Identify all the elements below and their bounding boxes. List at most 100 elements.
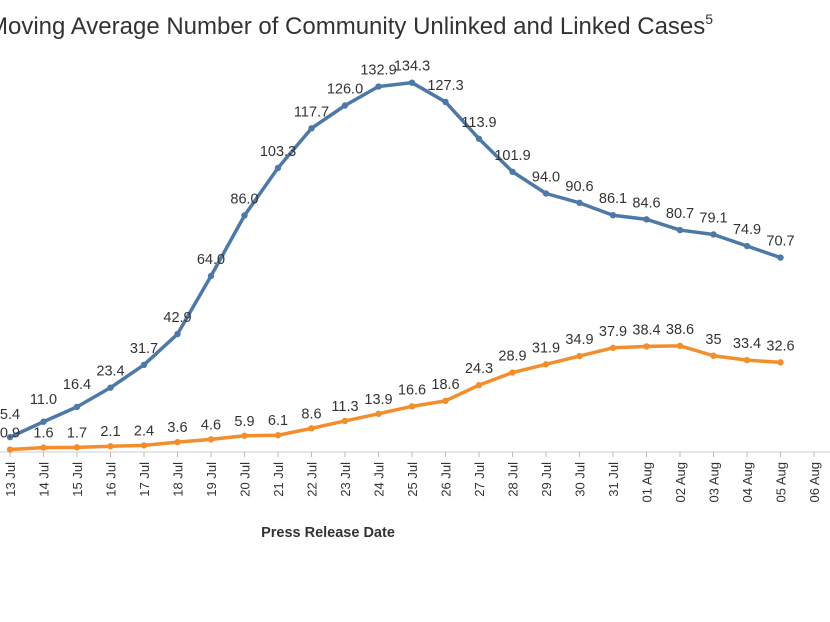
x-tick-label: 20 Jul [238,462,253,497]
x-tick-label: 14 Jul [37,462,52,497]
data-point [241,432,248,439]
data-point [710,231,717,238]
x-tick-label: 26 Jul [439,462,454,497]
data-label: 11.0 [30,392,57,408]
x-tick-label: 06 Aug [807,462,822,503]
data-point [40,418,47,425]
data-point [509,168,516,175]
x-tick-label: 25 Jul [405,462,420,497]
x-tick-label: 13 Jul [3,462,18,497]
data-label: 18.6 [431,377,459,393]
x-tick-label: 29 Jul [539,462,554,497]
data-label: 94.0 [532,170,560,186]
data-point [576,352,583,360]
x-tick-label: 28 Jul [506,462,521,497]
data-label: 23.4 [96,364,124,380]
data-point [576,199,583,207]
x-tick-label: 02 Aug [673,462,688,503]
data-label: 79.1 [699,210,727,226]
data-point [308,425,315,432]
data-label: 1.7 [67,425,87,441]
x-tick-label: 15 Jul [70,462,85,497]
data-point [442,397,449,405]
series-line [9,344,781,452]
data-point [643,343,650,350]
data-label: 35 [705,332,721,348]
data-point [442,98,449,106]
x-tick-label: 23 Jul [338,462,353,497]
data-label: 134.3 [394,59,430,75]
data-point [274,432,282,439]
data-label: 86.0 [230,192,258,208]
data-label: 42.9 [163,310,191,326]
data-label: 126.0 [327,82,363,98]
data-label: 5.9 [234,414,254,430]
title-text: Moving Average Number of Community Unlin… [0,13,705,40]
data-label: 31.7 [130,341,158,357]
data-point [274,164,282,172]
data-point [241,212,248,219]
data-label: 90.6 [565,179,593,195]
data-label: 2.1 [100,424,120,440]
data-label: 31.9 [532,340,560,356]
data-point [73,403,81,411]
series-line [9,80,782,439]
data-point [375,410,382,417]
x-tick-label: 16 Jul [104,462,119,497]
x-tick-label: 18 Jul [171,462,186,497]
data-point [542,190,550,197]
data-label: 0.9 [0,426,20,442]
data-point [341,102,349,109]
x-tick-label: 03 Aug [707,462,722,503]
data-label: 113.9 [461,115,496,131]
data-label: 38.6 [666,322,694,338]
x-tick-label: 31 Jul [606,462,621,497]
data-point [475,135,483,142]
data-point [107,443,114,450]
data-point [743,356,751,364]
data-point [609,344,617,351]
data-label: 24.3 [465,361,493,377]
data-point [710,352,717,359]
data-point [643,216,650,223]
data-point [174,330,181,338]
data-label: 33.4 [733,336,761,352]
data-label: 16.4 [63,377,91,393]
data-point [743,242,751,250]
x-tick-label: 04 Aug [740,462,755,503]
data-label: 37.9 [599,324,627,340]
data-label: 28.9 [498,349,526,365]
data-label: 103.3 [260,144,296,160]
x-axis-label: Press Release Date [261,525,395,541]
x-tick-label: 24 Jul [372,462,387,497]
data-point [207,436,215,443]
data-point [408,79,416,86]
data-label: 6.1 [268,413,288,429]
data-point [140,361,148,369]
title-superscript: 5 [705,11,713,27]
data-label: 34.9 [565,332,593,348]
data-point [174,438,181,446]
data-label: 2.4 [134,423,154,439]
data-point [140,442,148,449]
data-point [341,417,349,425]
data-label: 5.4 [0,407,20,423]
data-label: 3.6 [167,420,187,436]
data-label: 84.6 [632,195,660,211]
data-point [308,125,315,132]
data-point [777,359,784,366]
data-label: 11.3 [331,399,358,415]
data-label: 117.7 [294,104,329,120]
data-point [676,342,684,350]
data-label: 4.6 [201,417,221,433]
data-point [542,361,550,368]
data-label: 1.6 [33,426,53,442]
data-label: 86.1 [599,191,627,207]
data-label: 70.7 [766,234,794,250]
x-tick-label: 30 Jul [573,462,588,497]
data-point [777,254,784,261]
data-label: 13.9 [364,392,392,408]
data-label: 127.3 [427,78,463,94]
data-point [375,83,382,90]
